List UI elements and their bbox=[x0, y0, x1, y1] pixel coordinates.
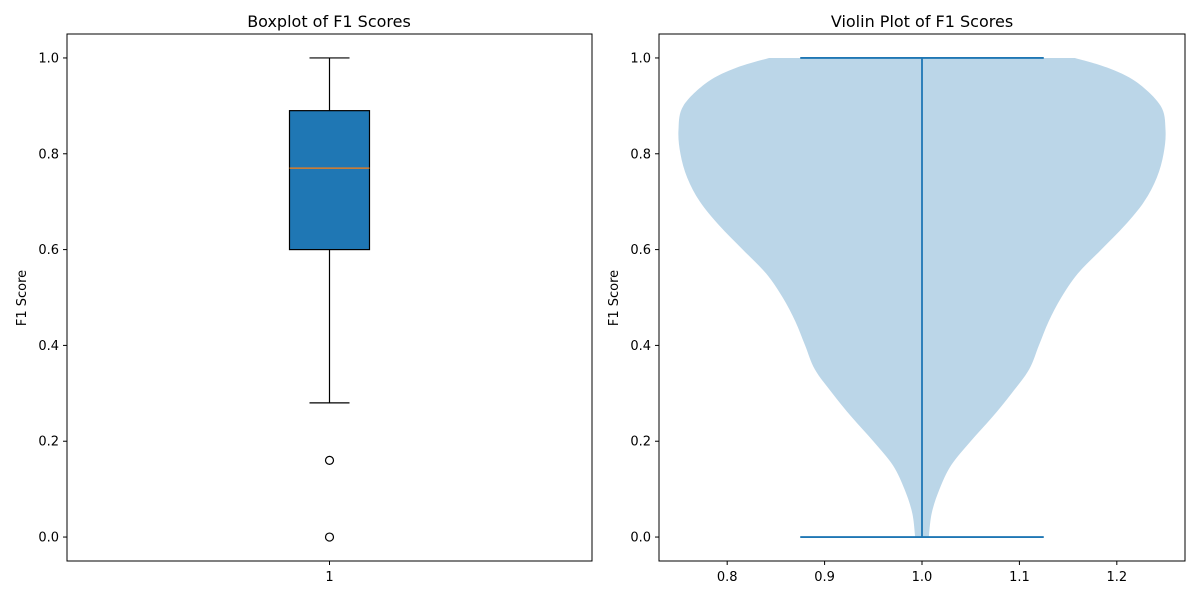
violin-ytick-label: 0.6 bbox=[630, 243, 651, 258]
violin-ytick-label: 0.8 bbox=[630, 147, 651, 162]
boxplot-frame bbox=[66, 33, 593, 562]
violin-ytick-label: 0.0 bbox=[630, 531, 651, 546]
boxplot-title: Boxplot of F1 Scores bbox=[247, 12, 411, 31]
boxplot-ylabel: F1 Score bbox=[15, 270, 30, 326]
boxplot-axes: 0.0 0.2 0.4 0.6 0.8 1.0 1 bbox=[38, 51, 333, 585]
violin-panel: Violin Plot of F1 Scores F1 Score 0.0 0.2… bbox=[607, 12, 1186, 585]
violin-title: Violin Plot of F1 Scores bbox=[831, 12, 1013, 31]
violin-xtick-label: 0.8 bbox=[717, 570, 738, 585]
violin-frame bbox=[658, 33, 1186, 562]
violin-ytick-label: 1.0 bbox=[630, 51, 651, 66]
violin-marks bbox=[678, 57, 1166, 538]
boxplot-ytick-label: 1.0 bbox=[38, 51, 59, 66]
boxplot-ytick-label: 0.8 bbox=[38, 147, 59, 162]
violin-xtick-label: 1.0 bbox=[912, 570, 933, 585]
violin-xtick-label: 0.9 bbox=[814, 570, 835, 585]
boxplot-marks bbox=[288, 57, 371, 542]
boxplot-ytick-label: 0.0 bbox=[38, 531, 59, 546]
violin-ylabel: F1 Score bbox=[607, 270, 622, 326]
outlier-point bbox=[324, 532, 335, 542]
iqr-box bbox=[288, 110, 371, 251]
boxplot-xtick-label: 1 bbox=[325, 570, 333, 585]
boxplot-panel: Boxplot of F1 Scores F1 Score 0.00.20.40… bbox=[15, 12, 593, 585]
violin-xtick-label: 1.1 bbox=[1009, 570, 1030, 585]
violin-ytick-label: 0.4 bbox=[630, 339, 651, 354]
boxplot-ytick-label: 0.6 bbox=[38, 243, 59, 258]
boxplot-ytick-label: 0.2 bbox=[38, 435, 59, 450]
violin-ytick-label: 0.2 bbox=[630, 435, 651, 450]
outlier-point bbox=[324, 455, 335, 465]
violin-xtick-label: 1.2 bbox=[1106, 570, 1127, 585]
violin-axes: 0.0 0.2 0.4 0.6 0.8 1.0 0.8 0.9 1.0 1.1 1.2 bbox=[630, 51, 1127, 585]
boxplot-ytick-label: 0.4 bbox=[38, 339, 59, 354]
